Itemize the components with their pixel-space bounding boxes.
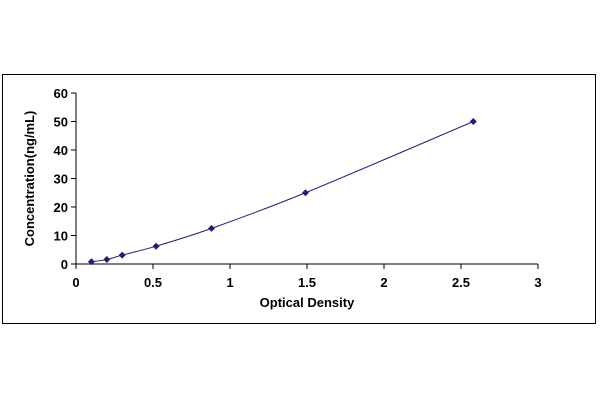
x-tick-label: 3 <box>534 275 541 290</box>
fit-curve <box>91 121 474 263</box>
x-tick-label: 2 <box>380 275 387 290</box>
x-tick-label: 1 <box>226 275 233 290</box>
y-tick-label: 50 <box>54 115 68 130</box>
y-tick-label: 60 <box>54 86 68 101</box>
data-point <box>87 258 95 266</box>
data-point <box>118 251 126 259</box>
data-point <box>301 189 309 197</box>
data-point <box>208 224 216 232</box>
x-ticks: 0 0.5 1 1.5 2 2.5 3 <box>72 264 542 290</box>
chart-frame <box>2 74 596 324</box>
y-tick-label: 20 <box>54 200 68 215</box>
y-axis-title: Concentration(ng/mL) <box>22 111 37 247</box>
data-point <box>103 256 111 264</box>
x-axis-title: Optical Density <box>260 295 355 310</box>
x-tick-label: 0.5 <box>144 275 162 290</box>
x-tick-label: 2.5 <box>452 275 470 290</box>
x-tick-label: 1.5 <box>298 275 316 290</box>
x-tick-label: 0 <box>72 275 79 290</box>
y-ticks: 0 10 20 30 40 50 60 <box>54 86 76 272</box>
axes <box>75 93 538 265</box>
data-points <box>87 118 477 266</box>
y-tick-label: 0 <box>61 257 68 272</box>
data-point <box>152 242 160 250</box>
y-tick-label: 10 <box>54 229 68 244</box>
y-tick-label: 30 <box>54 172 68 187</box>
y-tick-label: 40 <box>54 143 68 158</box>
data-point <box>469 118 477 125</box>
